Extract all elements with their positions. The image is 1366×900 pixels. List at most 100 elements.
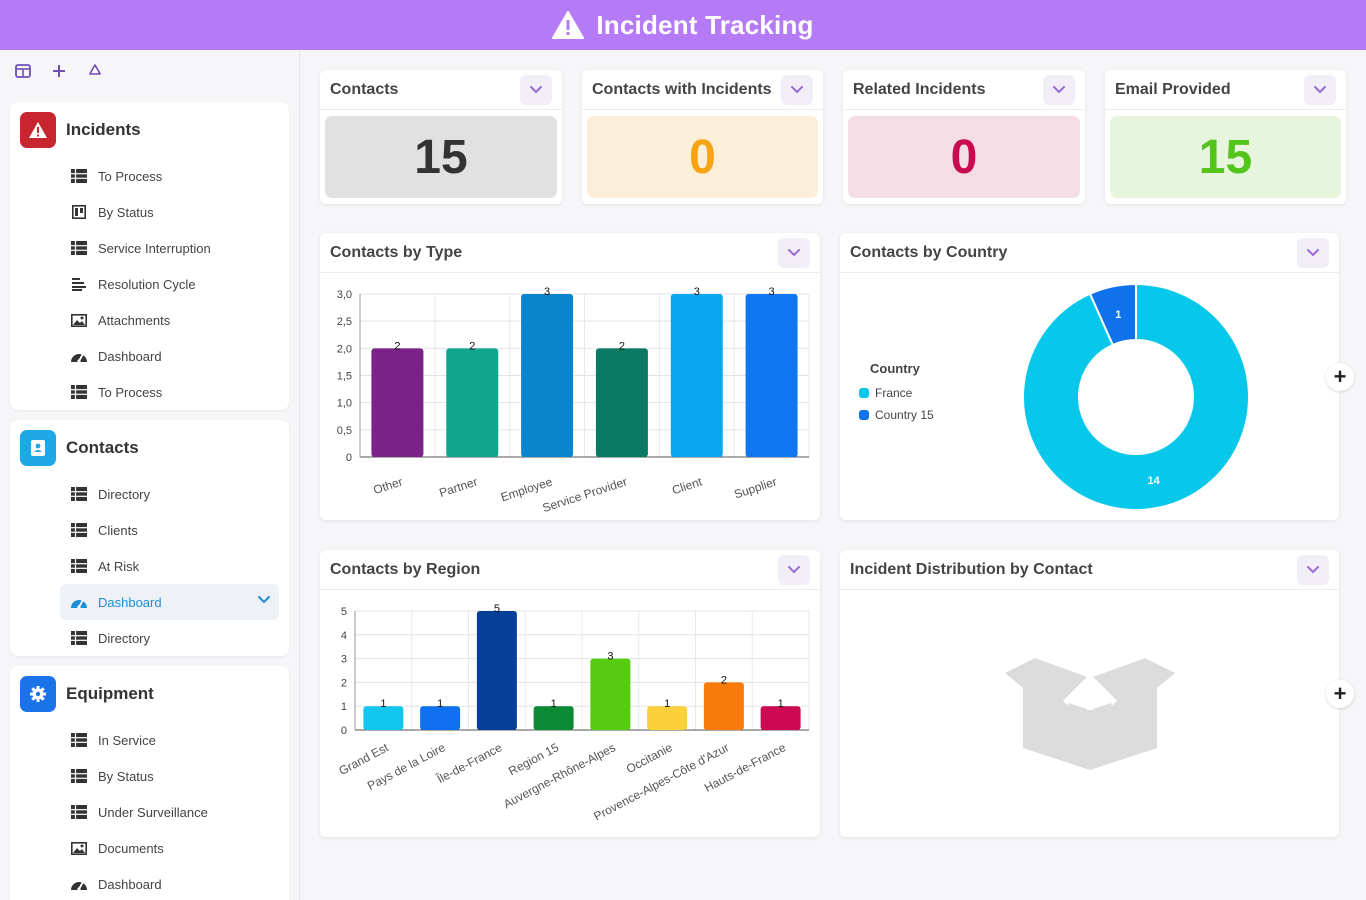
chevron-down-icon[interactable]	[520, 74, 552, 105]
gauge-icon	[70, 875, 88, 893]
add-button[interactable]: +	[1326, 680, 1354, 708]
y-tick-label: 3	[341, 654, 347, 666]
bar	[533, 706, 574, 730]
sidebar-item-at-risk[interactable]: At Risk	[10, 548, 279, 584]
sidebar-item-documents[interactable]: Documents	[10, 830, 279, 866]
sidebar-item-dashboard-active[interactable]: Dashboard	[60, 584, 279, 620]
slice-label: 1	[1115, 309, 1121, 321]
table-icon	[70, 383, 88, 401]
group-header-incidents[interactable]: Incidents	[10, 102, 289, 158]
sidebar-item-label: Service Interruption	[98, 240, 211, 256]
legend-label: France	[875, 386, 913, 400]
sidebar-item-label: Clients	[98, 522, 138, 538]
sidebar-item-label: By Status	[98, 204, 154, 220]
kpi-card-contacts-with-incidents: Contacts with Incidents 0	[582, 70, 823, 204]
bar	[476, 611, 517, 730]
chevron-down-icon[interactable]	[257, 593, 271, 608]
y-tick-label: 1	[341, 701, 347, 713]
bar	[745, 294, 798, 457]
kpi-value: 15	[1110, 116, 1341, 198]
sidebar-item-by-status-equipment[interactable]: By Status	[10, 758, 279, 794]
sidebar-item-label: Dashboard	[98, 876, 162, 892]
group-title: Contacts	[66, 438, 139, 457]
sidebar-item-dashboard[interactable]: Dashboard	[10, 338, 279, 374]
kpi-title: Contacts	[330, 80, 399, 98]
sidebar-item-in-service[interactable]: In Service	[10, 722, 279, 758]
legend-swatch	[859, 388, 869, 398]
chevron-down-icon[interactable]	[1297, 554, 1329, 585]
bar	[670, 294, 723, 457]
chevron-down-icon[interactable]	[1043, 74, 1075, 105]
chevron-down-icon[interactable]	[778, 554, 810, 585]
x-tick-label: Client	[670, 474, 704, 497]
sidebar-item-label: Attachments	[98, 312, 171, 328]
y-tick-label: 0,5	[337, 425, 352, 437]
donut-chart-contacts-by-country: Country France Country 15 14 1	[859, 282, 1250, 511]
sidebar-item-directory[interactable]: Directory	[10, 476, 279, 512]
kpi-card-email-provided: Email Provided 15	[1105, 70, 1346, 204]
data-label: 3	[544, 286, 550, 298]
x-tick-label: Service Provider	[541, 475, 629, 516]
legend-label: Country 15	[875, 408, 934, 422]
sidebar-item-label: Documents	[98, 840, 164, 856]
table-icon	[70, 803, 88, 821]
data-label: 2	[469, 340, 475, 352]
empty-box-icon	[1005, 658, 1175, 770]
bar	[521, 294, 574, 457]
legend-title: Country	[870, 361, 921, 376]
sidebar-item-label: Directory	[98, 486, 151, 502]
columns-icon[interactable]	[12, 60, 34, 82]
sidebar-item-label: Dashboard	[98, 594, 162, 610]
panel-title: Contacts by Type	[330, 243, 463, 261]
group-header-equipment[interactable]: Equipment	[10, 666, 289, 722]
chevron-down-icon[interactable]	[781, 74, 813, 105]
sidebar-item-to-process-2[interactable]: To Process	[10, 374, 279, 410]
data-label: 1	[551, 698, 557, 710]
gauge-icon	[70, 347, 88, 365]
sidebar-item-to-process[interactable]: To Process	[10, 158, 279, 194]
bar	[647, 706, 688, 730]
sidebar-group-incidents: Incidents To Process By Status Service I…	[10, 102, 289, 410]
sidebar-item-directory-2[interactable]: Directory	[10, 620, 279, 656]
data-label: 1	[437, 698, 443, 710]
chevron-down-icon[interactable]	[778, 237, 810, 268]
bar	[420, 706, 461, 730]
y-tick-label: 1,5	[337, 371, 352, 383]
slice-label: 14	[1148, 475, 1161, 487]
kpi-title: Contacts with Incidents	[592, 80, 772, 98]
sidebar-group-equipment: Equipment In Service By Status Under Sur…	[10, 666, 289, 900]
sidebar-item-dashboard-equipment[interactable]: Dashboard	[10, 866, 279, 900]
kpi-value: 0	[587, 116, 818, 198]
sidebar-item-service-interruption[interactable]: Service Interruption	[10, 230, 279, 266]
group-title: Equipment	[66, 684, 154, 703]
panel-contacts-by-country: Contacts by Country Country France Country…	[840, 233, 1339, 520]
panel-title: Incident Distribution by Contact	[850, 560, 1093, 578]
plus-icon[interactable]	[48, 60, 70, 82]
sidebar-item-label: At Risk	[98, 558, 140, 574]
sidebar-item-label: Dashboard	[98, 348, 162, 364]
group-header-contacts[interactable]: Contacts	[10, 420, 289, 476]
sidebar-item-under-surveillance[interactable]: Under Surveillance	[10, 794, 279, 830]
table-icon	[70, 239, 88, 257]
y-tick-label: 5	[341, 606, 347, 618]
x-tick-label: Other	[371, 475, 404, 498]
y-tick-label: 0	[346, 452, 352, 464]
kpi-value: 0	[848, 116, 1080, 198]
panel-incident-distribution: Incident Distribution by Contact	[840, 550, 1339, 837]
sidebar-item-resolution-cycle[interactable]: Resolution Cycle	[10, 266, 279, 302]
add-button[interactable]: +	[1326, 363, 1354, 391]
sidebar-item-attachments[interactable]: Attachments	[10, 302, 279, 338]
chevron-down-icon[interactable]	[1297, 237, 1329, 268]
recycle-icon[interactable]	[84, 60, 106, 82]
y-tick-label: 2,0	[337, 343, 352, 355]
bar	[760, 706, 801, 730]
panel-contacts-by-region: Contacts by Region 0 1 2 3 4 5 1 Grand Est 1 Pays…	[320, 550, 820, 837]
sidebar-item-clients[interactable]: Clients	[10, 512, 279, 548]
data-label: 1	[380, 698, 386, 710]
chevron-down-icon[interactable]	[1304, 74, 1336, 105]
sidebar-item-label: Under Surveillance	[98, 804, 208, 820]
data-label: 1	[778, 698, 784, 710]
sidebar-item-label: By Status	[98, 768, 154, 784]
sidebar-item-by-status[interactable]: By Status	[10, 194, 279, 230]
